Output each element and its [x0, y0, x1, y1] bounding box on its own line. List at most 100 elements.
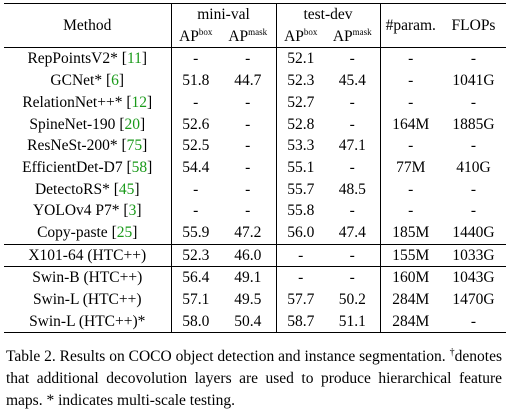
caption-lead: Table 2. Results on COCO object detectio… [6, 348, 446, 365]
testdev-ap-box-cell: 52.8 [287, 115, 315, 133]
table-row: EfficientDet-D7 [58] 54.4-55.1-77M 410G [4, 156, 506, 179]
table-row: GCNet* [6] 51.8 44.7 52.3 45.4 - 1041G [4, 70, 506, 92]
minival-ap-box-cell: - [193, 180, 199, 198]
method-cell: Swin-B (HTC++) [4, 266, 172, 289]
citation-link[interactable]: 20 [124, 115, 140, 133]
table-row: DetectoRS* [45] - -55.7 48.5- - [4, 178, 506, 201]
testdev-ap-box-cell: 55.1 [287, 158, 315, 176]
minival-ap-box-cell: 52.3 [171, 243, 220, 267]
method-cell: ResNeSt-200* [75] [4, 135, 172, 157]
testdev-ap-mask-header: APmask [325, 25, 381, 49]
table-row: Copy-paste [25] 55.9 47.2 56.0 47.4 185M 1440G [4, 221, 506, 245]
table-caption: Table 2. Results on COCO object detectio… [6, 346, 502, 412]
minival-ap-box-cell: 58.0 [171, 310, 220, 334]
testdev-ap-mask-cell: 50.2 [325, 288, 381, 311]
testdev-ap-mask-cell: - [325, 113, 381, 136]
minival-ap-box-cell: 51.8 [182, 72, 210, 90]
minival-ap-box-cell: 52.5 [182, 137, 210, 155]
method-cell: RepPointsV2* [11] [4, 47, 172, 71]
caption-rest: denotes that additional decovolution lay… [6, 348, 502, 409]
citation-link[interactable]: 75 [126, 137, 143, 155]
minival-ap-mask-cell: - [220, 178, 277, 201]
minival-ap-mask-cell: 49.5 [220, 288, 277, 311]
params-cell: 160M [380, 266, 441, 289]
citation-link[interactable]: 45 [118, 180, 135, 198]
params-cell: - [408, 180, 414, 198]
params-cell: 155M [380, 243, 441, 267]
flops-cell: - [470, 202, 477, 220]
citation-link[interactable]: 6 [111, 72, 119, 90]
testdev-ap-mask-cell: - [325, 200, 381, 222]
flops-cell: 1033G [441, 243, 506, 267]
citation-link[interactable]: 25 [116, 223, 133, 241]
table-row: SpineNet-190 [20] 52.6-52.8-164M 1885G [4, 113, 506, 136]
minival-ap-mask-cell: - [220, 91, 277, 114]
header-row-groups: Method mini-val test-dev #param. FLOPs [4, 2, 506, 49]
testdev-ap-box-cell: 57.7 [287, 291, 315, 309]
testdev-ap-mask-cell: - [325, 91, 381, 114]
flops-cell: 1440G [452, 223, 495, 241]
flops-cell: 410G [456, 158, 491, 176]
method-header: Method [4, 2, 172, 49]
minival-ap-box-cell: 55.9 [182, 223, 210, 241]
minival-ap-box-header: APbox [171, 25, 220, 49]
testdev-ap-mask-cell: 51.1 [325, 310, 381, 334]
flops-cell: 1043G [441, 266, 506, 289]
flops-cell: - [470, 93, 477, 111]
method-cell: Copy-paste [25] [4, 221, 172, 245]
flops-cell: - [441, 310, 506, 334]
minival-ap-box-cell: - [193, 202, 199, 220]
table-row: RelationNet++* [12] - -52.7- - - [4, 91, 506, 114]
method-cell: X101-64 (HTC++) [4, 243, 172, 267]
params-cell: - [408, 72, 414, 90]
flops-cell: 1470G [452, 291, 495, 309]
table-row: YOLOv4 P7* [3] - -55.8- - - [4, 200, 506, 222]
table-row: RepPointsV2* [11] - -52.1- - - [4, 47, 506, 71]
minival-ap-box-cell: - [193, 50, 199, 68]
method-cell: SpineNet-190 [20] [4, 113, 172, 136]
minival-ap-mask-header: APmask [220, 25, 277, 49]
method-cell: EfficientDet-D7 [58] [4, 156, 172, 179]
params-cell: - [408, 137, 414, 155]
testdev-ap-box-header: APbox [276, 25, 325, 49]
flops-header: FLOPs [441, 2, 506, 49]
testdev-ap-mask-cell: 45.4 [325, 70, 381, 92]
table-body: RepPointsV2* [11] - -52.1- - - GCNet* [6] 51.8… [4, 47, 506, 334]
minival-ap-box-cell: 56.4 [171, 266, 220, 289]
minival-ap-box-cell: 52.6 [182, 115, 210, 133]
minival-ap-mask-cell: - [220, 135, 277, 157]
method-cell: Swin-L (HTC++)* [4, 310, 172, 334]
testdev-ap-mask-cell: - [325, 156, 381, 179]
flops-cell: - [470, 137, 477, 155]
testdev-ap-box-cell: 52.3 [287, 72, 315, 90]
testdev-ap-box-cell: 53.3 [287, 137, 315, 155]
minival-ap-mask-cell: 49.1 [220, 266, 277, 289]
citation-link[interactable]: 12 [131, 93, 148, 111]
testdev-ap-box-cell: 56.0 [287, 223, 315, 241]
minival-ap-mask-cell: 44.7 [220, 70, 277, 92]
testdev-ap-mask-cell: 48.5 [325, 178, 381, 201]
method-cell: RelationNet++* [12] [4, 91, 172, 114]
citation-link[interactable]: 3 [128, 202, 137, 220]
table-row: X101-64 (HTC++) 52.3 46.0- -155M 1033G [4, 243, 506, 267]
citation-link[interactable]: 58 [131, 158, 148, 176]
params-cell: 77M [396, 158, 426, 176]
params-header: #param. [380, 2, 441, 49]
testdev-ap-box-cell: - [276, 266, 325, 289]
testdev-ap-mask-cell: 47.4 [325, 221, 381, 245]
params-cell: - [408, 202, 414, 220]
params-cell: 284M [392, 291, 430, 309]
flops-cell: 1885G [452, 115, 495, 133]
params-cell: 284M [380, 310, 441, 334]
flops-cell: - [470, 50, 477, 68]
citation-link[interactable]: 11 [126, 50, 142, 68]
table-row: Swin-L (HTC++)* 58.0 50.4 58.7 51.1 284M - [4, 310, 506, 334]
testdev-ap-box-cell: - [276, 243, 325, 267]
minival-ap-mask-cell: 46.0 [220, 243, 277, 267]
params-cell: - [408, 50, 414, 68]
method-cell: YOLOv4 P7* [3] [4, 200, 172, 222]
header-row-metrics: APbox APmask APbox APmask [4, 25, 506, 49]
minival-ap-mask-cell: 50.4 [220, 310, 277, 334]
testdev-ap-box-cell: 55.7 [287, 180, 315, 198]
